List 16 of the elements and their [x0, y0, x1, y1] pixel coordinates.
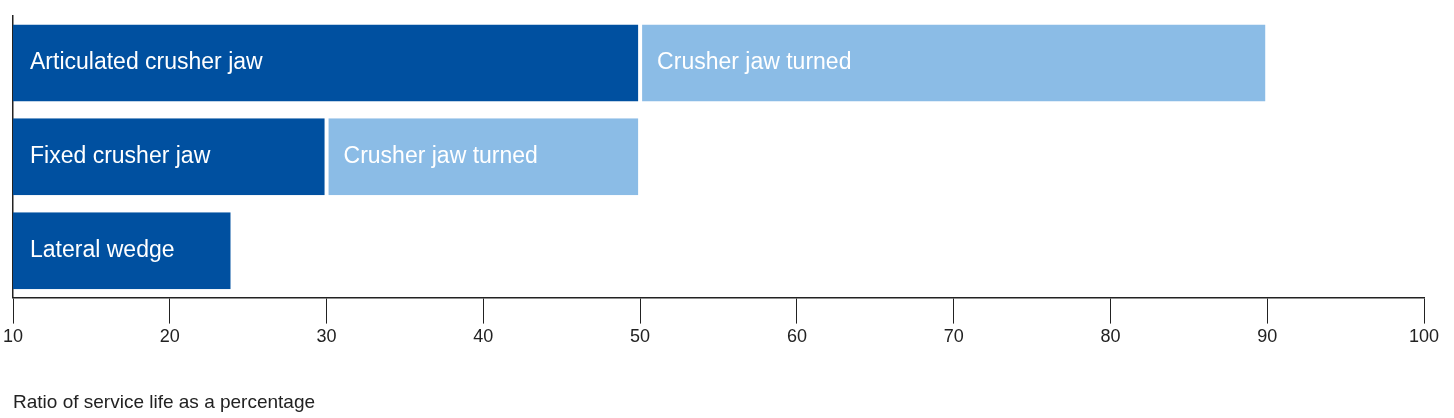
x-tick-label: 50 [630, 326, 651, 347]
x-tick-label: 20 [159, 326, 180, 347]
x-tick-label: 40 [473, 326, 494, 347]
x-axis-title: Ratio of service life as a percentage [13, 390, 316, 412]
y-tick-label: Articulated crusher jaw [30, 48, 264, 75]
x-tick-label: 10 [3, 326, 24, 347]
x-tick-label: 100 [1408, 326, 1440, 347]
x-tick-label: 90 [1257, 326, 1278, 347]
x-tick-label: 70 [943, 326, 964, 347]
y-tick-label: Fixed crusher jaw [30, 142, 211, 169]
series-label: Crusher jaw turned [657, 48, 852, 75]
x-tick-label: 80 [1100, 326, 1121, 347]
x-tick-label: 30 [316, 326, 337, 347]
x-tick-label: 60 [786, 326, 807, 347]
text: Crusher jaw turned [343, 142, 538, 169]
y-tick-label: Lateral wedge [30, 236, 175, 263]
